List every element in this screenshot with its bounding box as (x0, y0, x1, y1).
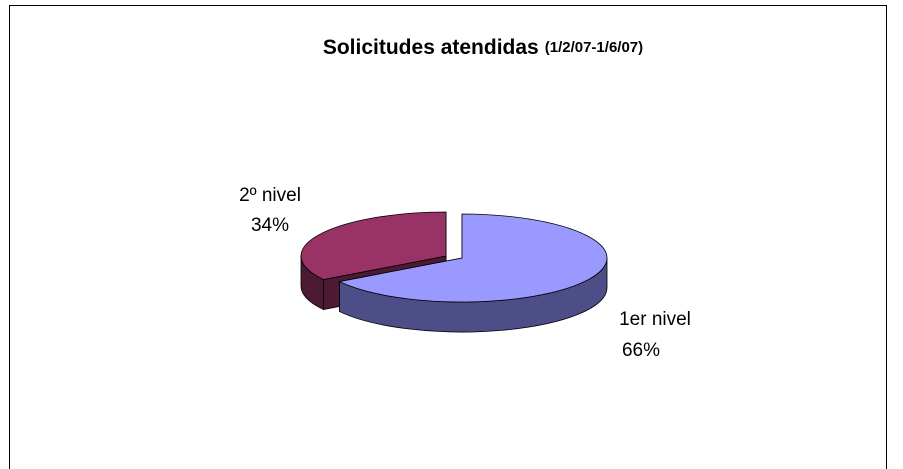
chart-frame (9, 5, 887, 469)
slice (338, 213, 608, 303)
slice-value-label: 34% (251, 215, 289, 236)
chart-title: Solicitudes atendidas (323, 36, 539, 59)
chart-title-group: Solicitudes atendidas (1/2/07-1/6/07) (323, 36, 643, 59)
slice-category-label: 2º nivel (239, 185, 301, 206)
slice (300, 211, 447, 280)
slice-category-label: 1er nivel (619, 309, 691, 330)
slice-value-label: 66% (622, 340, 660, 361)
chart-subtitle: (1/2/07-1/6/07) (545, 39, 643, 56)
